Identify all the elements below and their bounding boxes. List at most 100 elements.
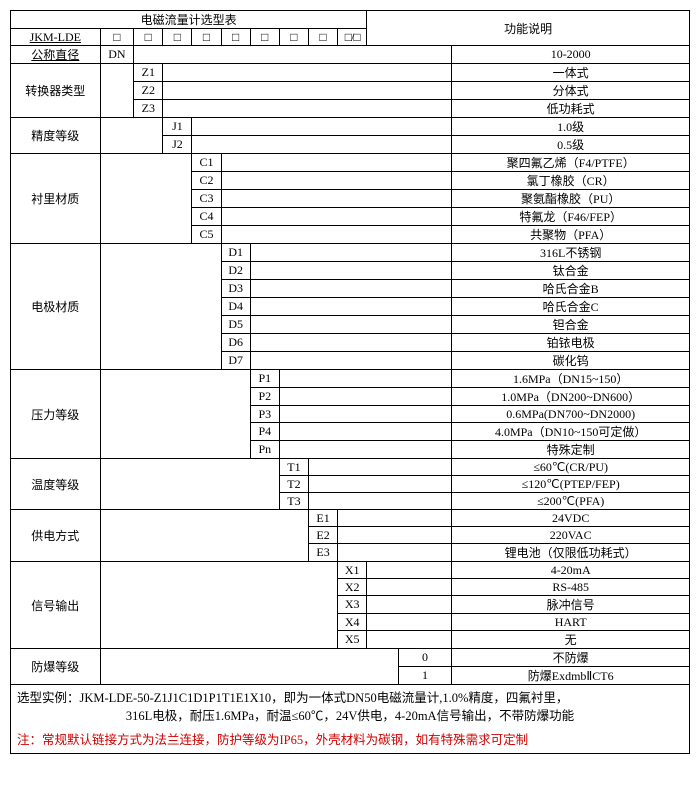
title-row: 电磁流量计选型表 功能说明 xyxy=(11,11,690,29)
desc: ≤200℃(PFA) xyxy=(452,493,690,510)
desc: 共聚物（PFA） xyxy=(452,226,690,244)
code: J1 xyxy=(163,118,192,136)
example-line1: 选型实例：JKM-LDE-50-Z1J1C1D1P1T1E1X10，即为一体式D… xyxy=(17,689,683,707)
code: E1 xyxy=(308,510,337,527)
code: P4 xyxy=(250,423,279,441)
desc: 1.6MPa（DN15~150） xyxy=(452,370,690,388)
desc: 24VDC xyxy=(452,510,690,527)
footer-notes: 选型实例：JKM-LDE-50-Z1J1C1D1P1T1E1X10，即为一体式D… xyxy=(10,685,690,754)
example-line2: 316L电极，耐压1.6MPa，耐温≤60℃，24V供电，4-20mA信号输出，… xyxy=(17,707,683,725)
code: D5 xyxy=(221,316,250,334)
hdr-box: □ xyxy=(250,29,279,46)
note-line: 注：常规默认链接方式为法兰连接，防护等级为IP65，外壳材料为碳钢，如有特殊需求… xyxy=(17,731,683,749)
span xyxy=(134,46,452,64)
desc: 特殊定制 xyxy=(452,441,690,459)
row-label: 电极材质 xyxy=(11,244,101,370)
desc: 铂铱电极 xyxy=(452,334,690,352)
row-label: 精度等级 xyxy=(11,118,101,154)
row-label: 压力等级 xyxy=(11,370,101,459)
desc: 1.0MPa（DN200~DN600） xyxy=(452,388,690,406)
desc: 氯丁橡胶（CR） xyxy=(452,172,690,190)
row-label: 防爆等级 xyxy=(11,649,101,685)
code: D3 xyxy=(221,280,250,298)
code: T3 xyxy=(279,493,308,510)
desc: 不防爆 xyxy=(452,649,690,667)
code: C1 xyxy=(192,154,221,172)
code: P3 xyxy=(250,406,279,423)
code: T2 xyxy=(279,476,308,493)
code: C5 xyxy=(192,226,221,244)
hdr-box: □ xyxy=(134,29,163,46)
code: T1 xyxy=(279,459,308,476)
hdr-box: □ xyxy=(279,29,308,46)
hdr-box: □ xyxy=(308,29,337,46)
func-title: 功能说明 xyxy=(367,11,690,46)
desc: 0.6MPa(DN700~DN2000) xyxy=(452,406,690,423)
desc: 哈氏合金B xyxy=(452,280,690,298)
row-label: 衬里材质 xyxy=(11,154,101,244)
desc: 0.5级 xyxy=(452,136,690,154)
code: Z1 xyxy=(134,64,163,82)
code: C4 xyxy=(192,208,221,226)
code: J2 xyxy=(163,136,192,154)
model-code: JKM-LDE xyxy=(11,29,101,46)
code: D1 xyxy=(221,244,250,262)
hdr-box: □ xyxy=(163,29,192,46)
gap xyxy=(100,64,134,118)
desc: ≤60℃(CR/PU) xyxy=(452,459,690,476)
desc: 4.0MPa（DN10~150可定做） xyxy=(452,423,690,441)
hdr-box: □ xyxy=(221,29,250,46)
desc: 1.0级 xyxy=(452,118,690,136)
desc: 无 xyxy=(452,631,690,649)
desc: 一体式 xyxy=(452,64,690,82)
code: 0 xyxy=(398,649,452,667)
desc: 脉冲信号 xyxy=(452,596,690,614)
desc: RS-485 xyxy=(452,579,690,596)
desc: 哈氏合金C xyxy=(452,298,690,316)
row-label: 转换器类型 xyxy=(11,64,101,118)
code: D2 xyxy=(221,262,250,280)
code: X2 xyxy=(338,579,367,596)
code: D7 xyxy=(221,352,250,370)
row-label: 信号输出 xyxy=(11,562,101,649)
code: P2 xyxy=(250,388,279,406)
hdr-box: □ xyxy=(192,29,221,46)
code: D6 xyxy=(221,334,250,352)
hdr-box: □/□ xyxy=(338,29,367,46)
code: D4 xyxy=(221,298,250,316)
code: X4 xyxy=(338,614,367,631)
code: C2 xyxy=(192,172,221,190)
desc: 低功耗式 xyxy=(452,100,690,118)
code: X5 xyxy=(338,631,367,649)
desc: 聚四氟乙烯（F4/PTFE） xyxy=(452,154,690,172)
desc: ≤120℃(PTEP/FEP) xyxy=(452,476,690,493)
desc: 特氟龙（F46/FEP） xyxy=(452,208,690,226)
span xyxy=(163,64,452,82)
code: X3 xyxy=(338,596,367,614)
code: C3 xyxy=(192,190,221,208)
desc: HART xyxy=(452,614,690,631)
desc: 防爆ExdmbⅡCT6 xyxy=(452,667,690,685)
desc: 316L不锈钢 xyxy=(452,244,690,262)
row-label: 供电方式 xyxy=(11,510,101,562)
table-title: 电磁流量计选型表 xyxy=(11,11,367,29)
desc: 钽合金 xyxy=(452,316,690,334)
row-label: 温度等级 xyxy=(11,459,101,510)
desc: 钛合金 xyxy=(452,262,690,280)
code: X1 xyxy=(338,562,367,579)
code: Pn xyxy=(250,441,279,459)
desc: 4-20mA xyxy=(452,562,690,579)
desc: 10-2000 xyxy=(452,46,690,64)
desc: 碳化钨 xyxy=(452,352,690,370)
code: 1 xyxy=(398,667,452,685)
desc: 分体式 xyxy=(452,82,690,100)
code: Z3 xyxy=(134,100,163,118)
hdr-box: □ xyxy=(100,29,134,46)
code: Z2 xyxy=(134,82,163,100)
selection-table: 电磁流量计选型表 功能说明 JKM-LDE □ □ □ □ □ □ □ □ □/… xyxy=(10,10,690,685)
code: P1 xyxy=(250,370,279,388)
desc: 聚氨酯橡胶（PU） xyxy=(452,190,690,208)
desc: 锂电池（仅限低功耗式） xyxy=(452,544,690,562)
code: E3 xyxy=(308,544,337,562)
dn-code: DN xyxy=(100,46,134,64)
